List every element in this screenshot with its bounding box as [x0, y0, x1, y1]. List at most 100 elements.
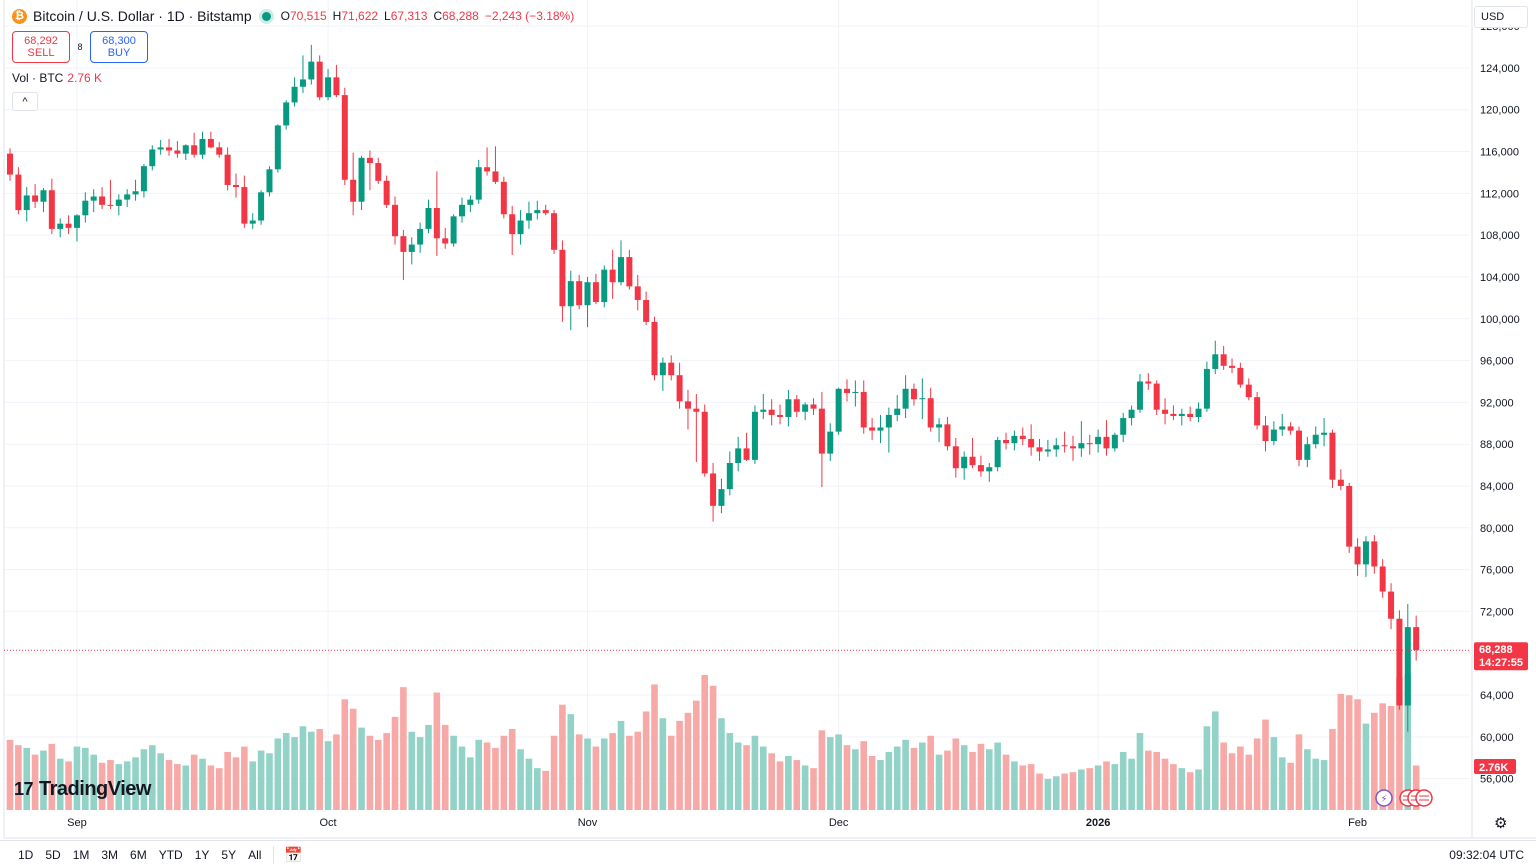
y-tick-label: 88,000	[1480, 439, 1514, 451]
volume-bar	[1270, 737, 1278, 810]
candle-body	[1153, 383, 1160, 410]
volume-bar	[927, 735, 934, 810]
volume-bar	[291, 737, 298, 810]
candle-body	[827, 431, 834, 454]
volume-bar	[826, 737, 834, 810]
y-tick-label: 92,000	[1480, 397, 1514, 409]
candle-body	[1111, 434, 1118, 449]
volume-bar	[952, 738, 960, 810]
y-tick-label: 60,000	[1480, 732, 1514, 744]
range-5d[interactable]: 5D	[45, 847, 61, 862]
y-tick-label: 120,000	[1480, 105, 1520, 117]
volume-bar	[1170, 764, 1177, 810]
candle-body	[969, 456, 976, 466]
volume-bar	[98, 762, 106, 810]
range-all[interactable]: All	[248, 847, 262, 862]
candle-body	[433, 207, 440, 239]
candle-body	[266, 169, 273, 193]
candle-body	[1103, 436, 1110, 449]
candle-body	[7, 153, 13, 175]
candle-body	[124, 194, 131, 200]
candle-body	[73, 215, 80, 228]
volume-bar	[48, 743, 56, 810]
range-ytd[interactable]: YTD	[158, 847, 183, 862]
sell-button[interactable]: 68,292 SELL	[12, 31, 70, 63]
candle-body	[760, 409, 767, 412]
volume-bar	[475, 739, 483, 810]
currency-select[interactable]: USD	[1474, 6, 1528, 28]
range-6m[interactable]: 6M	[130, 847, 147, 862]
volume-bar	[1119, 751, 1127, 810]
volume-bar	[977, 743, 985, 810]
volume-bar	[1161, 758, 1169, 810]
candle-body	[551, 213, 558, 250]
volume-bar	[232, 757, 240, 810]
volume-bar	[1111, 764, 1119, 810]
candle-body	[1170, 413, 1177, 416]
candle-body	[149, 149, 156, 167]
last-price-tag	[1474, 642, 1528, 671]
candle-body	[325, 77, 332, 98]
candle-body	[684, 401, 691, 409]
collapse-legend-button[interactable]: ^	[12, 92, 38, 111]
range-3m[interactable]: 3M	[101, 847, 119, 862]
candle-body	[1187, 413, 1194, 418]
volume-bar	[818, 730, 826, 810]
volume-bar	[1345, 695, 1353, 810]
candle-body	[1279, 426, 1286, 430]
candle-body	[216, 147, 223, 155]
range-1d[interactable]: 1D	[18, 847, 34, 862]
volume-bar	[299, 726, 307, 810]
volume-tag	[1474, 759, 1516, 774]
range-5y[interactable]: 5Y	[221, 847, 237, 862]
buy-button[interactable]: 68,300 BUY	[90, 31, 148, 63]
volume-bar	[316, 729, 323, 810]
ohlc-high: H71,622	[332, 9, 379, 23]
volume-bar	[768, 753, 775, 810]
volume-bar	[1061, 773, 1068, 810]
candle-body	[283, 102, 290, 126]
candle-body	[785, 399, 792, 418]
volume-bar	[726, 733, 734, 810]
y-tick-label: 100,000	[1480, 314, 1520, 326]
y-tick-label: 116,000	[1480, 147, 1519, 159]
calendar-icon[interactable]: 📅	[284, 846, 304, 864]
volume-legend: Vol · BTC 2.76 K	[12, 71, 102, 85]
volume-legend-value: 2.76 K	[67, 71, 103, 85]
x-tick-label: Feb	[1348, 817, 1367, 829]
x-tick-label: 2026	[1086, 817, 1110, 829]
volume-bar	[416, 737, 424, 810]
volume-bar	[157, 753, 164, 810]
candle-body	[1404, 627, 1411, 706]
volume-bar	[609, 733, 616, 810]
utc-clock[interactable]: 09:32:04 UTC	[1449, 847, 1524, 862]
candle-body	[207, 139, 214, 148]
volume-bar	[810, 768, 817, 810]
volume-bar	[843, 745, 851, 810]
volume-bar	[274, 738, 282, 810]
volume-bar	[1145, 750, 1152, 810]
live-dot-icon	[261, 11, 271, 21]
candle-body	[1019, 435, 1026, 439]
candle-body	[107, 204, 114, 206]
candle-body	[1162, 409, 1169, 414]
candle-body	[986, 467, 993, 472]
tradingview-logo[interactable]: 17 TradingView	[14, 778, 151, 801]
volume-bar	[73, 746, 81, 810]
range-1m[interactable]: 1M	[72, 847, 90, 862]
candle-body	[659, 362, 666, 376]
volume-bar	[383, 733, 390, 810]
gear-icon[interactable]: ⚙	[1494, 815, 1508, 832]
range-1y[interactable]: 1Y	[194, 847, 210, 862]
symbol-title[interactable]: Bitcoin / U.S. Dollar · 1D · Bitstamp	[33, 8, 252, 24]
candle-body	[793, 399, 800, 412]
candle-body	[1362, 541, 1369, 565]
volume-bar	[534, 768, 541, 810]
candle-body	[166, 147, 173, 151]
volume-bar	[1387, 706, 1395, 810]
candle-body	[366, 157, 373, 164]
candle-body	[1145, 381, 1152, 384]
volume-bar	[1002, 754, 1010, 810]
volume-bar	[23, 747, 31, 810]
